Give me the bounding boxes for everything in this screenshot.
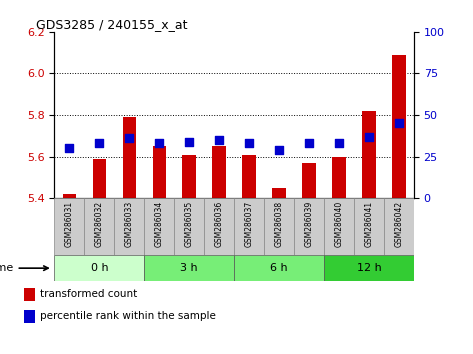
Point bbox=[275, 147, 283, 153]
Point bbox=[395, 120, 403, 126]
Bar bbox=[324, 255, 414, 281]
Point bbox=[245, 141, 253, 146]
Bar bbox=[332, 157, 346, 198]
Bar bbox=[264, 198, 294, 255]
Text: GSM286038: GSM286038 bbox=[274, 201, 284, 247]
Bar bbox=[294, 198, 324, 255]
Point bbox=[66, 145, 73, 151]
Point bbox=[96, 141, 103, 146]
Text: GSM286035: GSM286035 bbox=[184, 201, 194, 247]
Bar bbox=[24, 310, 35, 323]
Bar bbox=[152, 146, 166, 198]
Text: time: time bbox=[0, 263, 48, 273]
Text: GSM286031: GSM286031 bbox=[65, 201, 74, 247]
Bar bbox=[362, 111, 376, 198]
Bar bbox=[384, 198, 414, 255]
Bar bbox=[123, 117, 136, 198]
Bar bbox=[204, 198, 234, 255]
Bar bbox=[84, 198, 114, 255]
Bar bbox=[324, 198, 354, 255]
Bar bbox=[54, 255, 144, 281]
Point bbox=[156, 141, 163, 146]
Bar bbox=[212, 146, 226, 198]
Point bbox=[185, 139, 193, 144]
Text: transformed count: transformed count bbox=[40, 289, 138, 299]
Text: GSM286039: GSM286039 bbox=[305, 201, 314, 247]
Point bbox=[215, 137, 223, 143]
Text: GDS3285 / 240155_x_at: GDS3285 / 240155_x_at bbox=[36, 18, 188, 31]
Bar bbox=[62, 194, 76, 198]
Text: GSM286042: GSM286042 bbox=[394, 201, 403, 247]
Bar bbox=[354, 198, 384, 255]
Text: GSM286040: GSM286040 bbox=[334, 201, 343, 247]
Bar bbox=[144, 198, 174, 255]
Bar bbox=[183, 155, 196, 198]
Bar bbox=[302, 163, 316, 198]
Text: 12 h: 12 h bbox=[357, 263, 381, 273]
Bar bbox=[272, 188, 286, 198]
Bar bbox=[114, 198, 144, 255]
Text: GSM286041: GSM286041 bbox=[364, 201, 374, 247]
Text: GSM286036: GSM286036 bbox=[215, 201, 224, 247]
Bar bbox=[392, 55, 406, 198]
Text: percentile rank within the sample: percentile rank within the sample bbox=[40, 312, 216, 321]
Text: GSM286033: GSM286033 bbox=[125, 201, 134, 247]
Bar bbox=[54, 198, 84, 255]
Text: 3 h: 3 h bbox=[180, 263, 198, 273]
Text: 0 h: 0 h bbox=[90, 263, 108, 273]
Text: GSM286037: GSM286037 bbox=[245, 201, 254, 247]
Bar bbox=[242, 155, 256, 198]
Text: GSM286034: GSM286034 bbox=[155, 201, 164, 247]
Bar bbox=[93, 159, 106, 198]
Text: GSM286032: GSM286032 bbox=[95, 201, 104, 247]
Text: 6 h: 6 h bbox=[270, 263, 288, 273]
Bar bbox=[234, 255, 324, 281]
Point bbox=[305, 141, 313, 146]
Point bbox=[365, 134, 373, 139]
Bar bbox=[234, 198, 264, 255]
Bar bbox=[144, 255, 234, 281]
Bar bbox=[24, 288, 35, 301]
Point bbox=[335, 141, 343, 146]
Bar bbox=[174, 198, 204, 255]
Point bbox=[125, 136, 133, 141]
